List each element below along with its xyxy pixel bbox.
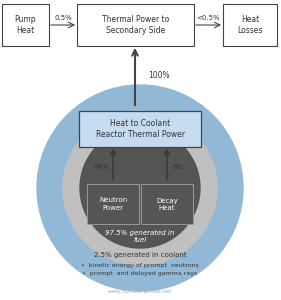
Text: <0.5%: <0.5% <box>196 15 220 21</box>
Text: Thermal Power to
Secondary Side: Thermal Power to Secondary Side <box>102 15 169 35</box>
Text: Heat
Losses: Heat Losses <box>237 15 263 35</box>
Text: 94%: 94% <box>93 164 109 170</box>
FancyBboxPatch shape <box>2 4 49 46</box>
Text: Pump
Heat: Pump Heat <box>15 15 36 35</box>
Text: 97.5% generated in
fuel: 97.5% generated in fuel <box>105 230 175 243</box>
FancyBboxPatch shape <box>141 184 193 224</box>
Text: Heat to Coolant
Reactor Thermal Power: Heat to Coolant Reactor Thermal Power <box>96 119 185 139</box>
Text: •  kinetic energy of prompt  neutrons: • kinetic energy of prompt neutrons <box>81 262 199 268</box>
Text: www.nuclear-power.net: www.nuclear-power.net <box>108 289 172 293</box>
Circle shape <box>80 128 200 248</box>
FancyBboxPatch shape <box>77 4 194 46</box>
Text: Neutron
Power: Neutron Power <box>99 197 127 211</box>
Text: •  prompt  and delayed gamma rays: • prompt and delayed gamma rays <box>82 272 198 277</box>
Circle shape <box>37 85 243 291</box>
Text: 100%: 100% <box>148 70 170 80</box>
FancyBboxPatch shape <box>79 111 201 147</box>
Circle shape <box>63 111 217 265</box>
FancyBboxPatch shape <box>87 184 139 224</box>
FancyBboxPatch shape <box>223 4 277 46</box>
Text: 2.5% generated in coolant: 2.5% generated in coolant <box>94 252 186 258</box>
Text: Decay
Heat: Decay Heat <box>156 197 178 211</box>
Text: 0.5%: 0.5% <box>54 15 72 21</box>
Text: 6%: 6% <box>173 164 183 170</box>
